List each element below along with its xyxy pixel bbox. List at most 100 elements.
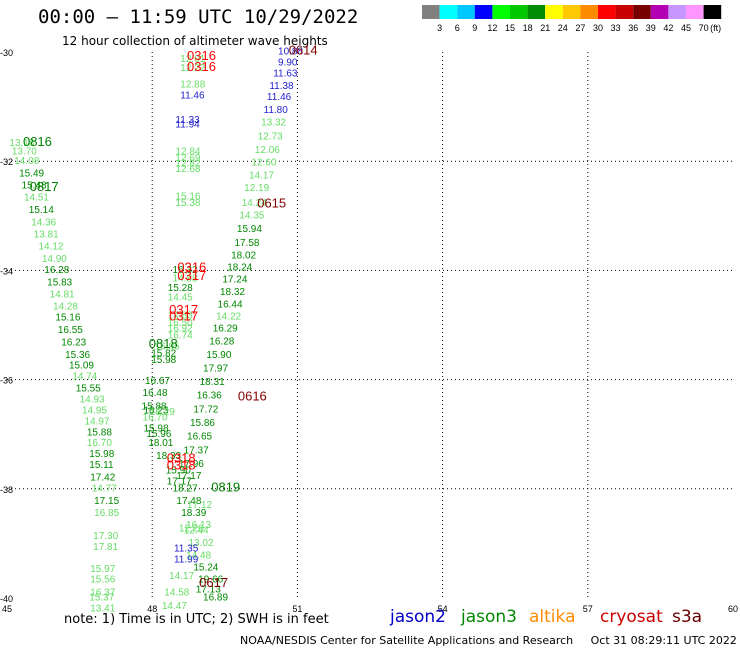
- swh-value-label: 16.13: [186, 520, 211, 531]
- colorbar-label: 18: [523, 23, 533, 33]
- swh-value-label: 15.38: [175, 198, 200, 209]
- swh-value-label: 16.29: [150, 407, 175, 418]
- swh-value-label: 16.74: [168, 331, 193, 342]
- pass-time-label: 0318: [167, 451, 196, 466]
- x-tick-label: 54: [438, 604, 448, 614]
- swh-value-label: 12.88: [180, 79, 205, 90]
- swh-value-label: 11.33: [175, 115, 200, 126]
- swh-value-label: 15.48: [22, 181, 47, 192]
- swh-value-label: 14.93: [80, 395, 105, 406]
- colorbar-swatch: [457, 5, 475, 19]
- swh-value-label: 15.88: [87, 427, 112, 438]
- x-tick-label: 45: [2, 604, 12, 614]
- swh-value-label: 13.81: [34, 230, 59, 241]
- swh-value-label: 16.23: [61, 338, 86, 349]
- colorbar-label: 15: [505, 23, 515, 33]
- y-tick-label: -30: [0, 48, 13, 58]
- swh-value-label: 18.01: [148, 438, 173, 449]
- swh-value-label: 14.28: [53, 302, 78, 313]
- pass-time-label: 0316: [187, 59, 216, 74]
- swh-value-label: 16.67: [145, 376, 170, 387]
- swh-value-label: 11.46: [267, 92, 292, 103]
- swh-value-label: 17.12: [187, 500, 212, 511]
- pass-time-label: 0817: [30, 179, 59, 194]
- colorbar-label: 42: [663, 23, 673, 33]
- swh-value-label: 9.90: [278, 58, 298, 69]
- x-tick-label: 57: [583, 604, 593, 614]
- swh-value-label: 18.32: [220, 287, 245, 298]
- swh-value-label: 18.31: [200, 377, 225, 388]
- colorbar-label: 24: [558, 23, 568, 33]
- footer-note: note: 1) Time is in UTC; 2) SWH is in fe…: [64, 612, 329, 627]
- swh-value-label: 14.81: [50, 290, 75, 301]
- pass-time-label: 0316: [177, 259, 206, 274]
- swh-value-label: 17.81: [93, 542, 118, 553]
- swh-value-label: 11.63: [273, 69, 298, 80]
- swh-value-label: 19.66: [198, 575, 223, 586]
- swh-value-label: 15.98: [89, 449, 114, 460]
- pass-time-label: 0617: [199, 575, 228, 590]
- swh-value-label: 14.47: [162, 601, 187, 612]
- x-tick-label: 51: [292, 604, 302, 614]
- swh-value-label: 15.90: [206, 350, 231, 361]
- pass-time-label: 0317: [177, 268, 206, 283]
- swh-value-label: 12.44: [184, 526, 209, 537]
- swh-value-label: 17.96: [179, 459, 204, 470]
- swh-value-label: 15.55: [76, 384, 101, 395]
- swh-value-label: 17.24: [222, 274, 247, 285]
- swh-value-label: 14.17: [169, 571, 194, 582]
- swh-value-label: 14.88: [173, 273, 198, 284]
- swh-value-label: 14.90: [42, 254, 67, 265]
- swh-value-label: 18.27: [173, 484, 198, 495]
- colorbar-swatch: [633, 5, 651, 19]
- swh-value-label: 12.73: [258, 131, 283, 142]
- swh-value-label: 17.13: [196, 585, 221, 596]
- pass-time-label: 0818: [149, 336, 178, 351]
- swh-value-label: 16.36: [197, 391, 222, 402]
- swh-value-label: 11.38: [269, 81, 294, 92]
- swh-value-label: 15.56: [90, 575, 115, 586]
- swh-value-label: 15.37: [89, 593, 114, 604]
- y-tick-label: -32: [0, 157, 13, 167]
- colorbar-swatch: [668, 5, 686, 19]
- swh-value-label: 11.94: [175, 119, 200, 130]
- pass-time-label: 0615: [257, 196, 286, 211]
- colorbar-label: 12: [487, 23, 497, 33]
- swh-value-label: 15.90: [166, 466, 191, 477]
- swh-value-label: 13.70: [12, 147, 37, 158]
- swh-value-label: 17.37: [184, 445, 209, 456]
- swh-value-label: 16.85: [94, 508, 119, 519]
- swh-value-label: 15.88: [142, 402, 167, 413]
- swh-value-label: 14.51: [24, 193, 49, 204]
- swh-value-label: 15.82: [151, 349, 176, 360]
- swh-value-label: 17.15: [94, 496, 119, 507]
- swh-value-label: 12.20: [179, 523, 204, 534]
- swh-value-label: 12.82: [175, 159, 200, 170]
- chart-title: 00:00 – 11:59 UTC 10/29/2022: [38, 6, 359, 28]
- swh-value-label: 14.08: [14, 156, 39, 167]
- swh-value-label: 18.39: [181, 508, 206, 519]
- swh-value-label: 16.48: [143, 388, 168, 399]
- colorbar-label: 45: [681, 23, 691, 33]
- legend-jason3: jason3: [461, 607, 517, 627]
- swh-value-label: 14.24: [242, 198, 267, 209]
- swh-value-label: 16.70: [87, 438, 112, 449]
- swh-value-label: 17.17: [176, 471, 201, 482]
- colorbar-swatch: [439, 5, 458, 19]
- footer-credit: NOAA/NESDIS Center for Satellite Applica…: [240, 634, 737, 647]
- swh-value-label: 15.24: [193, 563, 218, 574]
- swh-value-label: 17.58: [234, 238, 259, 249]
- legend-cryosat: cryosat: [600, 607, 663, 627]
- swh-value-label: 14.83: [168, 310, 193, 321]
- swh-value-label: 17.17: [167, 476, 192, 487]
- colorbar-swatch: [598, 5, 616, 19]
- y-tick-label: -38: [0, 485, 13, 495]
- swh-value-label: 18.23: [143, 405, 168, 416]
- swh-value-label: 15.09: [69, 361, 94, 372]
- colorbar-label: 21: [540, 23, 550, 33]
- swh-value-label: 12.69: [175, 153, 200, 164]
- swh-value-label: 13.18: [9, 138, 34, 149]
- swh-value-label: 15.16: [175, 191, 200, 202]
- colorbar-label: 27: [575, 23, 585, 33]
